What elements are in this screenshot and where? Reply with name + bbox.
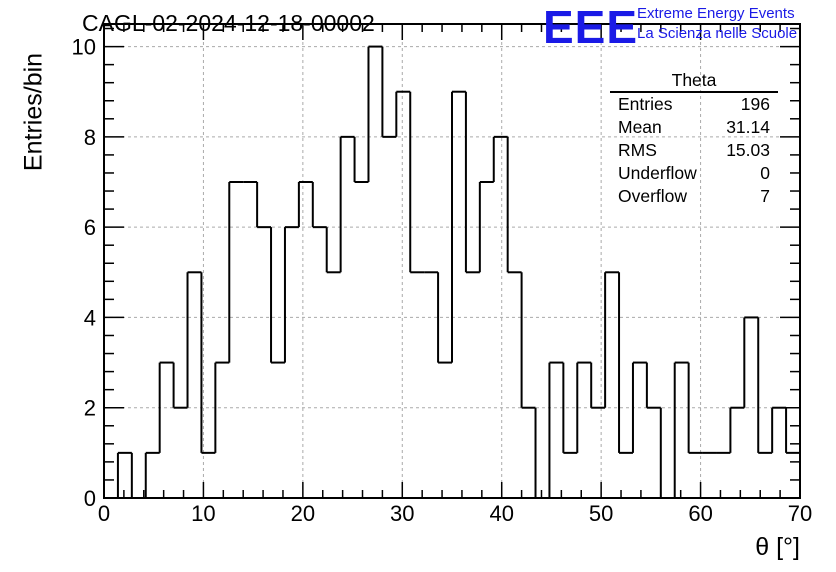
y-tick-label: 8 [84,125,96,150]
stats-value: 31.14 [726,117,770,137]
stats-row-entries: Entries 196 [610,93,778,116]
stats-value: 196 [740,94,770,114]
x-tick-label: 40 [489,501,513,526]
x-tick-label: 50 [589,501,613,526]
stats-row-overflow: Overflow 7 [610,185,778,208]
x-tick-label: 30 [390,501,414,526]
stats-row-underflow: Underflow 0 [610,162,778,185]
x-tick-labels: 0 10 20 30 40 50 60 70 [98,501,812,526]
x-tick-label: 20 [291,501,315,526]
stats-label: Entries [618,94,673,114]
x-tick-label: 70 [788,501,812,526]
stats-label: Mean [618,117,662,137]
stats-box: Theta Entries 196 Mean 31.14 RMS 15.03 U… [610,70,778,208]
stats-label: Overflow [618,186,688,206]
plot-frame [103,23,801,499]
x-tick-label: 60 [688,501,712,526]
logo-text-line2: La Scienza nelle Scuole [637,25,798,42]
x-tick-label: 10 [191,501,215,526]
eee-logo: EEE [543,1,639,53]
stats-label: RMS [618,140,657,160]
stats-value: 7 [760,186,770,206]
y-tick-label: 0 [84,486,96,511]
stats-label: Underflow [618,163,697,183]
y-tick-label: 6 [84,215,96,240]
stats-row-mean: Mean 31.14 [610,116,778,139]
axis-ticks [103,24,801,499]
y-tick-label: 10 [72,35,96,60]
x-axis-label: θ [°] [755,533,800,561]
stats-title: Theta [610,70,778,93]
stats-value: 15.03 [726,140,770,160]
stats-value: 0 [760,163,770,183]
x-tick-label: 0 [98,501,110,526]
y-tick-label: 2 [84,396,96,421]
logo-text-line1: Extreme Energy Events [637,5,795,22]
y-tick-label: 4 [84,305,96,330]
stats-row-rms: RMS 15.03 [610,139,778,162]
chart-title: CAGL-02-2024-12-18-00002 [82,10,375,36]
y-axis-label: Entries/bin [19,52,48,172]
y-tick-labels: 0 2 4 6 8 10 [72,35,96,511]
